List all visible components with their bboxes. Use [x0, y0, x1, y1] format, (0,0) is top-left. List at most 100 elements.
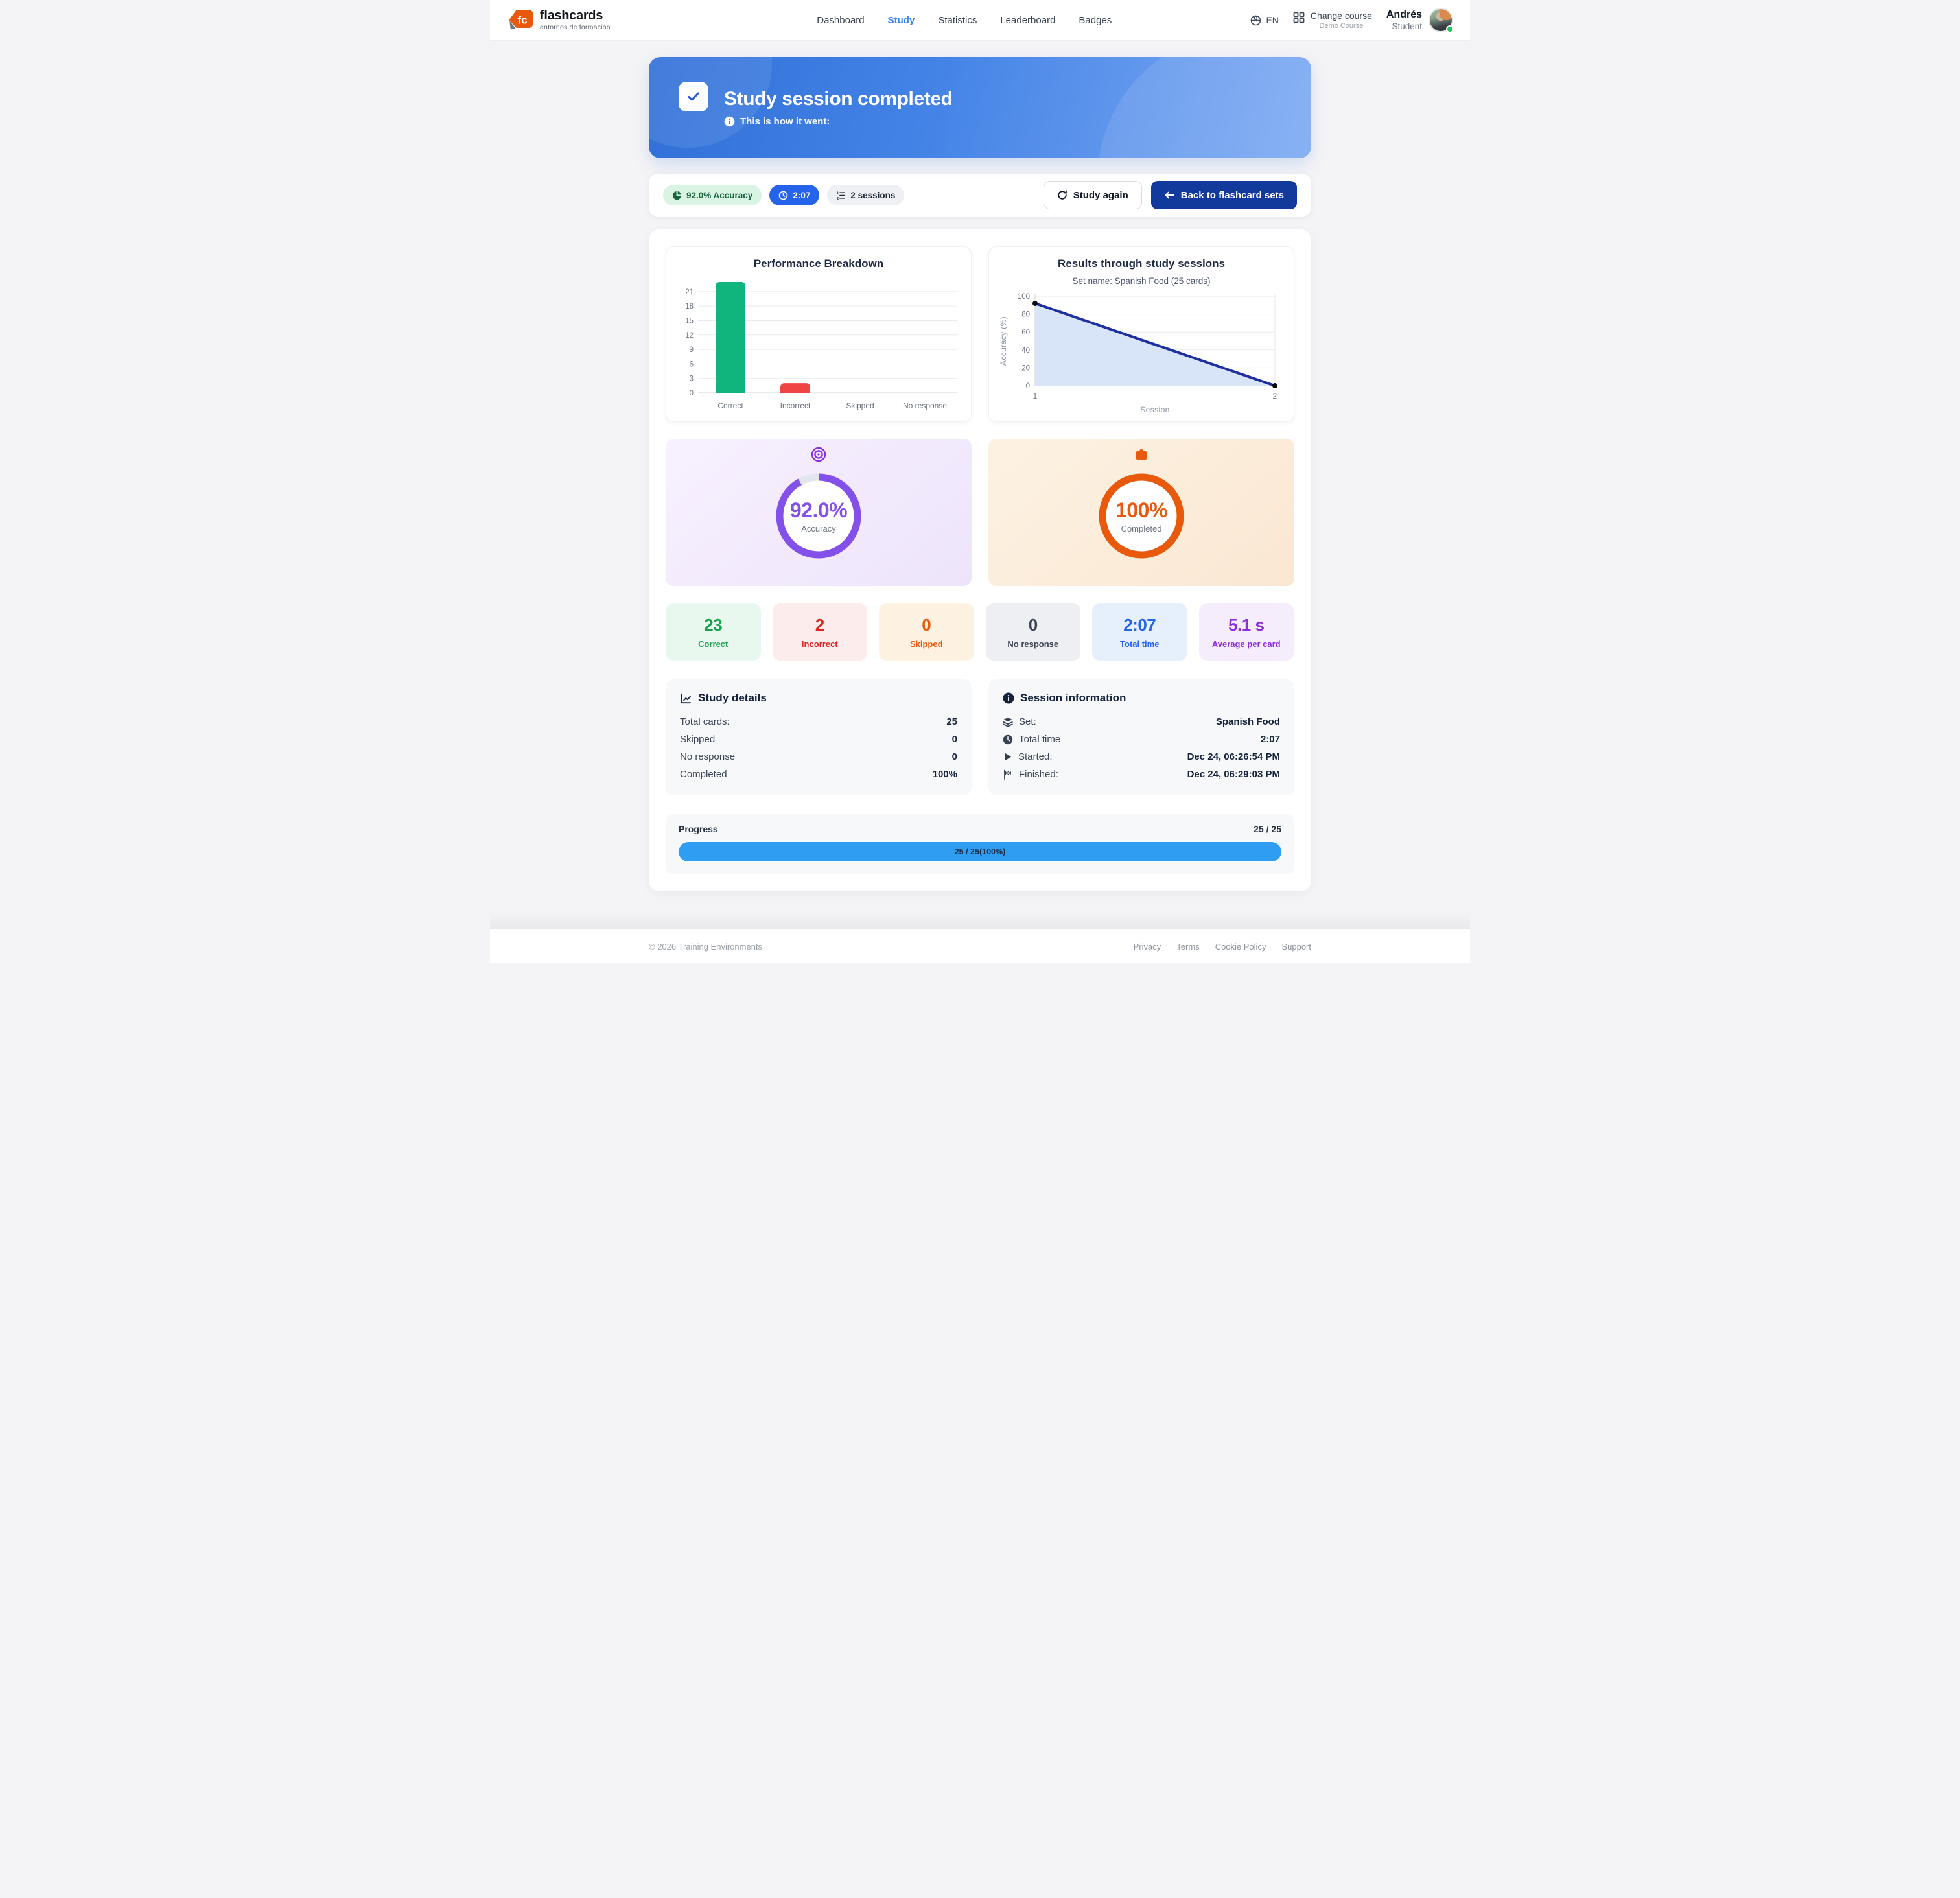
accuracy-pill: 92.0% Accuracy: [663, 185, 762, 205]
user-menu[interactable]: Andrés Student: [1386, 8, 1454, 33]
svg-text:0: 0: [1026, 382, 1030, 390]
completed-value: 100%: [1115, 498, 1167, 522]
flag-icon: [1003, 769, 1013, 780]
nav-dashboard[interactable]: Dashboard: [817, 14, 865, 26]
footer-link-privacy[interactable]: Privacy: [1133, 942, 1161, 952]
svg-text:2: 2: [837, 197, 839, 200]
user-role: Student: [1392, 21, 1422, 32]
svg-text:15: 15: [685, 317, 694, 325]
language-selector[interactable]: EN: [1250, 15, 1279, 26]
study-details-title: Study details: [698, 692, 767, 704]
check-icon: [686, 89, 701, 104]
flashcards-logo-icon: fc: [507, 8, 534, 32]
svg-text:9: 9: [690, 346, 694, 354]
stat-cards-row: 23 Correct 2 Incorrect 0 Skipped 0 No re…: [666, 603, 1294, 661]
svg-text:12: 12: [685, 332, 694, 340]
stat-correct: 23 Correct: [666, 603, 761, 661]
session-information-title: Session information: [1020, 692, 1126, 704]
study-again-button[interactable]: Study again: [1043, 181, 1142, 209]
session-row-set: Set: Spanish Food: [1003, 713, 1280, 731]
nav-study[interactable]: Study: [887, 14, 915, 26]
detail-row-skipped: Skipped 0: [680, 734, 957, 745]
nav-statistics[interactable]: Statistics: [938, 14, 977, 26]
page-title: Study session completed: [724, 88, 953, 110]
change-course-button[interactable]: Change course Demo Course: [1293, 10, 1372, 30]
svg-text:100: 100: [1018, 293, 1030, 301]
banner-subtitle: This is how it went:: [740, 116, 830, 127]
current-course-label: Demo Course: [1319, 22, 1364, 30]
nav-leaderboard[interactable]: Leaderboard: [1000, 14, 1056, 26]
brand-tagline: entornos de formación: [540, 23, 611, 31]
brand-logo[interactable]: fc flashcards entornos de formación: [507, 8, 611, 32]
check-badge: [679, 82, 708, 111]
svg-text:No response: No response: [903, 401, 947, 410]
sessions-results-card: Results through study sessions Set name:…: [988, 246, 1294, 422]
time-pill: 2:07: [769, 185, 820, 205]
clock-icon: [778, 191, 788, 200]
chart-line-icon: [680, 692, 692, 705]
svg-text:6: 6: [690, 360, 694, 368]
stat-incorrect: 2 Incorrect: [772, 603, 867, 661]
detail-row-total-cards: Total cards: 25: [680, 716, 957, 727]
pie-chart-icon: [672, 191, 682, 200]
detail-row-completed: Completed 100%: [680, 769, 957, 780]
svg-text:20: 20: [1021, 364, 1030, 372]
session-information-card: Session information Set: Spanis: [988, 679, 1294, 795]
svg-text:Correct: Correct: [718, 401, 743, 410]
progress-count: 25 / 25: [1254, 824, 1281, 834]
progress-bar: 25 / 25(100%): [679, 842, 1281, 861]
footer-link-support[interactable]: Support: [1281, 942, 1311, 952]
svg-text:1: 1: [1033, 392, 1038, 401]
svg-text:1: 1: [837, 191, 839, 195]
line-chart-title: Results through study sessions: [1058, 257, 1225, 270]
back-to-sets-button[interactable]: Back to flashcard sets: [1150, 181, 1297, 209]
footer-link-terms[interactable]: Terms: [1176, 942, 1200, 952]
accuracy-ring: [771, 469, 866, 567]
main-nav: Dashboard Study Statistics Leaderboard B…: [817, 15, 1112, 26]
refresh-icon: [1057, 190, 1068, 200]
completed-caption: Completed: [1121, 524, 1162, 533]
globe-icon: [1250, 15, 1261, 26]
top-navbar: fc flashcards entornos de formación Dash…: [490, 0, 1470, 41]
bar-chart-title: Performance Breakdown: [753, 257, 884, 270]
svg-text:80: 80: [1021, 311, 1030, 319]
svg-text:Accuracy (%): Accuracy (%): [999, 316, 1008, 366]
svg-text:18: 18: [685, 303, 694, 310]
sessions-pill: 1 2 2 sessions: [827, 185, 905, 205]
detail-row-no-response: No response 0: [680, 751, 957, 762]
study-details-card: Study details Total cards: 25 Skipped 0 No…: [666, 679, 972, 795]
svg-text:Session: Session: [1140, 405, 1170, 414]
svg-text:2: 2: [1273, 392, 1278, 401]
change-course-label: Change course: [1310, 10, 1372, 21]
accuracy-caption: Accuracy: [801, 524, 836, 533]
progress-label: Progress: [679, 824, 718, 834]
briefcase-icon: [1134, 447, 1149, 462]
ordered-list-icon: 1 2: [836, 191, 846, 200]
user-name: Andrés: [1386, 8, 1422, 20]
accuracy-line-chart: 0 20 40 60 80 100 1 2 Session Accuracy (%): [997, 291, 1286, 414]
banner-decoration: [1097, 57, 1311, 158]
session-completed-banner: Study session completed This is how it w…: [649, 57, 1311, 158]
session-row-started: Started: Dec 24, 06:26:54 PM: [1003, 748, 1280, 766]
footer-fade: [490, 911, 1470, 929]
nav-badges[interactable]: Badges: [1079, 14, 1112, 26]
stat-total-time: 2:07 Total time: [1092, 603, 1187, 661]
clock-icon: [1003, 734, 1013, 745]
accuracy-value: 92.0%: [789, 498, 848, 522]
svg-text:40: 40: [1021, 347, 1030, 355]
target-icon: [811, 447, 826, 462]
stat-skipped: 0 Skipped: [879, 603, 974, 661]
progress-card: Progress 25 / 25 25 / 25(100%): [666, 814, 1294, 874]
completed-ring: [1094, 469, 1189, 567]
stat-no-response: 0 No response: [985, 603, 1080, 661]
svg-text:Incorrect: Incorrect: [780, 401, 811, 410]
footer-link-cookie-policy[interactable]: Cookie Policy: [1215, 942, 1266, 952]
session-row-finished: Finished: Dec 24, 06:29:03 PM: [1003, 766, 1280, 783]
session-row-total-time: Total time 2:07: [1003, 731, 1280, 748]
avatar[interactable]: [1429, 8, 1454, 33]
performance-breakdown-card: Performance Breakdown 0 3 6 9 12 15 18 21 Correc…: [666, 246, 972, 422]
results-panel: Performance Breakdown 0 3 6 9 12 15 18 21 Correc…: [649, 229, 1311, 891]
summary-bar: 92.0% Accuracy 2:07 1 2: [649, 174, 1311, 217]
svg-text:21: 21: [685, 288, 694, 296]
performance-bar-chart: 0 3 6 9 12 15 18 21 Correct Incorrect Skipped No re…: [674, 275, 963, 415]
